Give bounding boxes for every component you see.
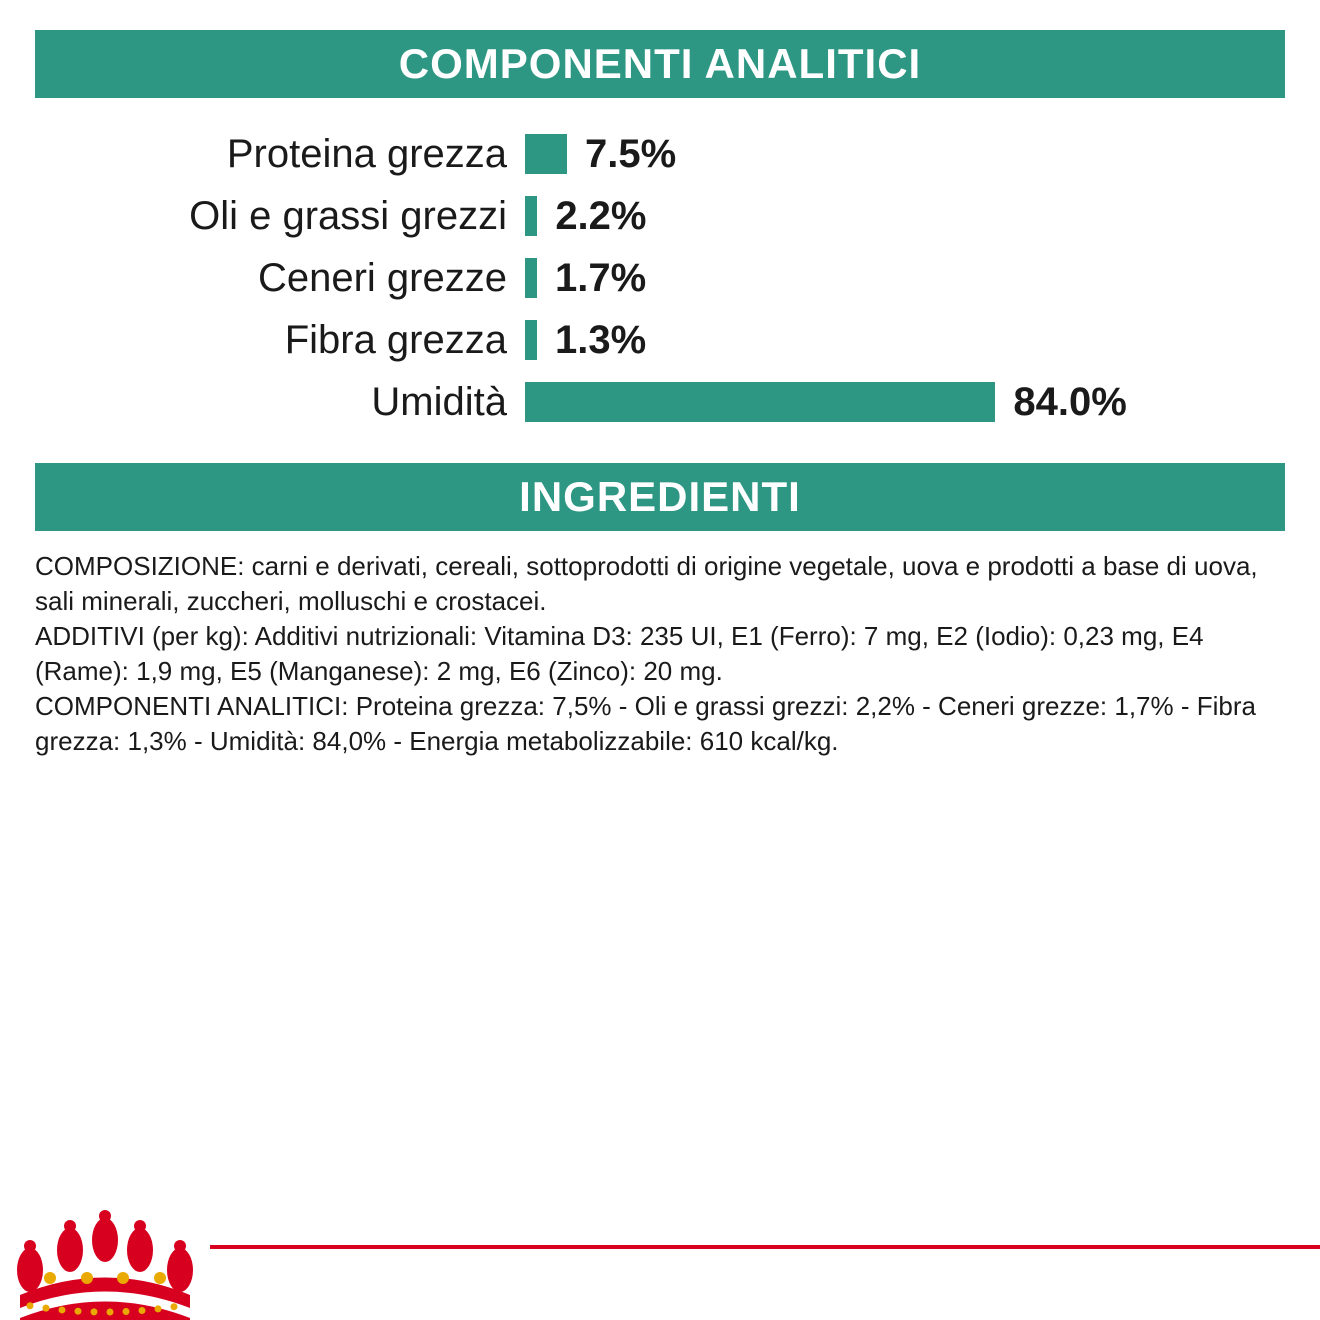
chart-row: Ceneri grezze 1.7% [35, 247, 1285, 309]
footer [0, 1190, 1320, 1320]
chart-value: 1.7% [537, 256, 646, 301]
page: COMPONENTI ANALITICI Proteina grezza 7.5%… [0, 0, 1320, 1320]
chart-label: Ceneri grezze [35, 256, 525, 301]
chart-bar [525, 258, 537, 298]
chart-bar-area: 7.5% [525, 132, 1285, 177]
chart-value: 1.3% [537, 318, 646, 363]
chart-bar-area: 1.3% [525, 318, 1285, 363]
ingredients-composition: COMPOSIZIONE: carni e derivati, cereali,… [35, 549, 1285, 619]
chart-bar-area: 2.2% [525, 194, 1285, 239]
chart-label: Umidità [35, 380, 525, 425]
chart-label: Proteina grezza [35, 132, 525, 177]
chart-row: Oli e grassi grezzi 2.2% [35, 185, 1285, 247]
chart-value: 7.5% [567, 132, 676, 177]
chart-bar [525, 382, 995, 422]
logo-area [0, 1190, 210, 1320]
chart-value: 2.2% [537, 194, 646, 239]
chart-value: 84.0% [995, 380, 1126, 425]
chart-label: Fibra grezza [35, 318, 525, 363]
chart-row: Umidità 84.0% [35, 371, 1285, 433]
chart-bar-area: 1.7% [525, 256, 1285, 301]
content-area: COMPONENTI ANALITICI Proteina grezza 7.5%… [0, 0, 1320, 760]
chart-row: Fibra grezza 1.3% [35, 309, 1285, 371]
analytical-header: COMPONENTI ANALITICI [35, 30, 1285, 98]
ingredients-analytical: COMPONENTI ANALITICI: Proteina grezza: 7… [35, 689, 1285, 759]
chart-bar-area: 84.0% [525, 380, 1285, 425]
ingredients-header: INGREDIENTI [35, 463, 1285, 531]
chart-label: Oli e grassi grezzi [35, 194, 525, 239]
crown-logo-icon [10, 1200, 200, 1320]
chart-row: Proteina grezza 7.5% [35, 123, 1285, 185]
chart-bar [525, 134, 567, 174]
chart-bar [525, 196, 537, 236]
ingredients-additives: ADDITIVI (per kg): Additivi nutrizionali… [35, 619, 1285, 689]
ingredients-text: COMPOSIZIONE: carni e derivati, cereali,… [35, 549, 1285, 760]
analytical-chart: Proteina grezza 7.5% Oli e grassi grezzi 2.… [35, 123, 1285, 433]
chart-bar [525, 320, 537, 360]
